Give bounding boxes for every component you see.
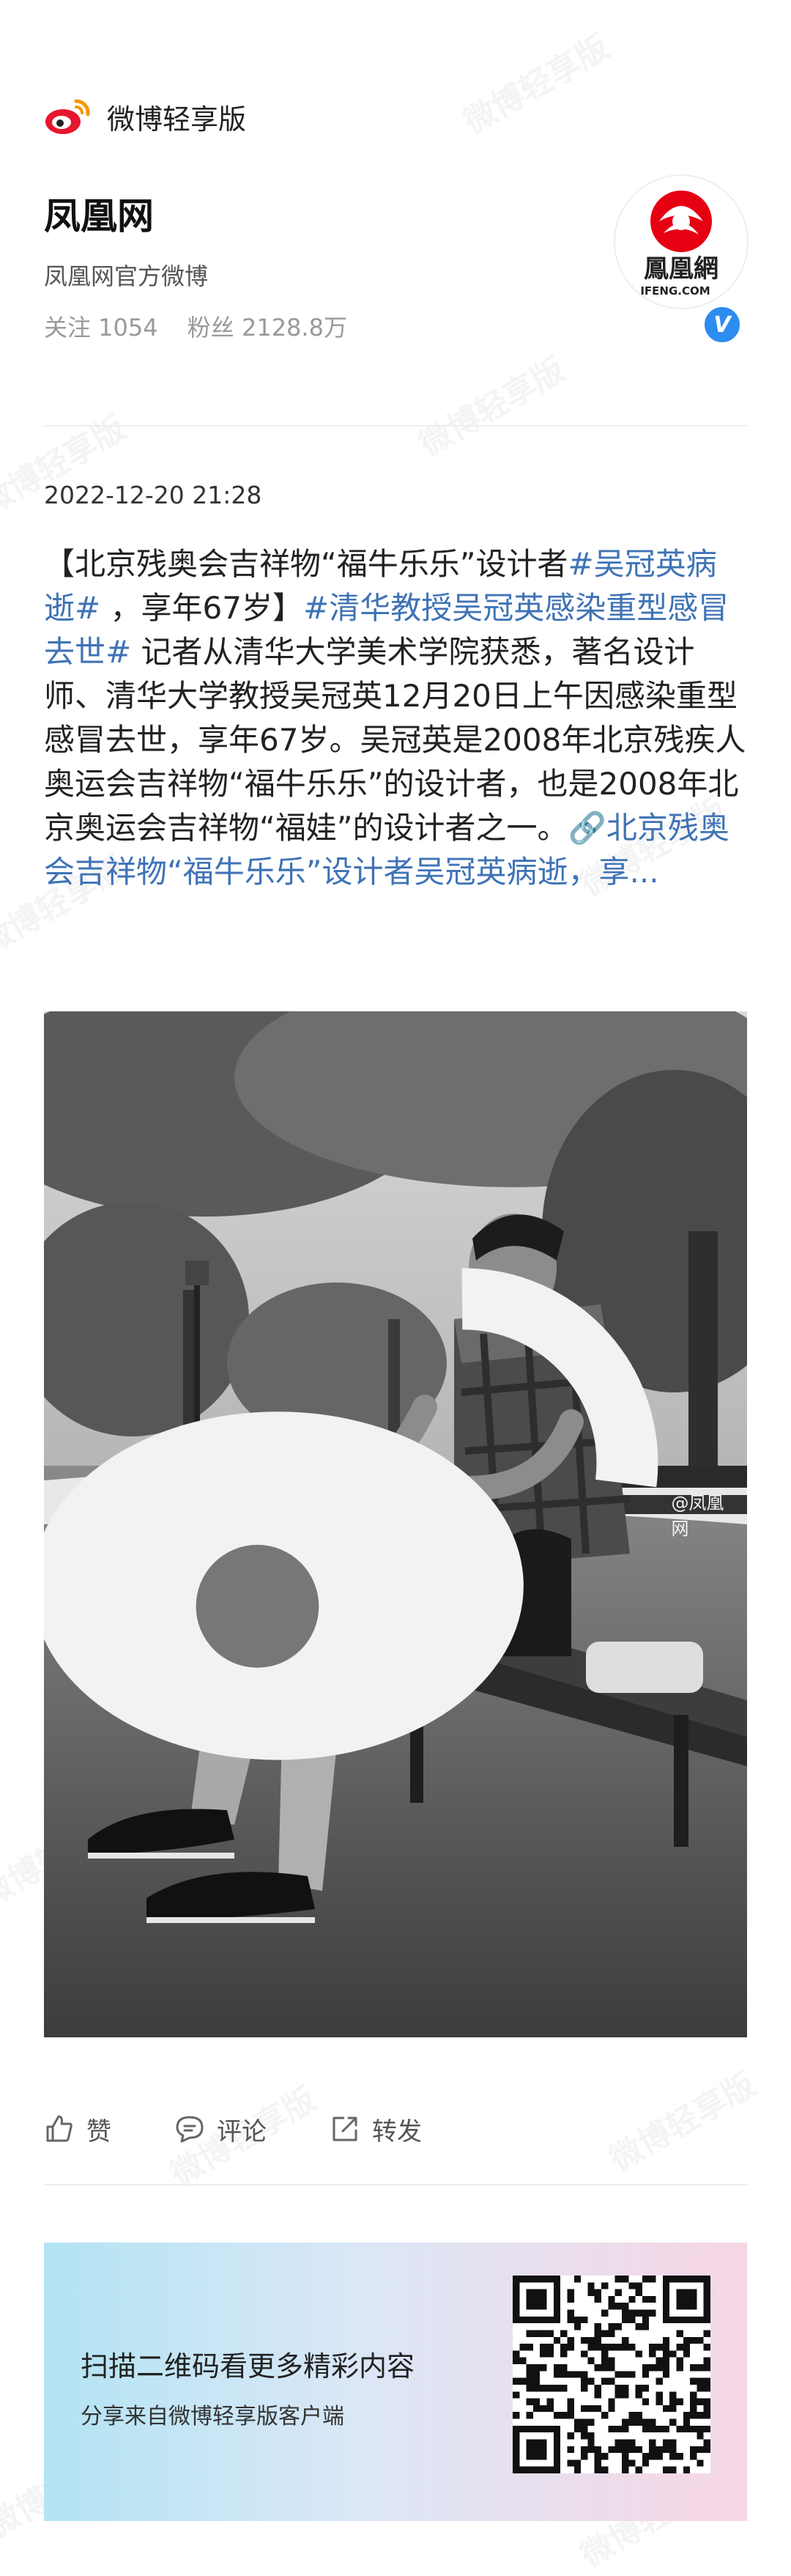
repost-button[interactable]: 转发	[330, 2111, 422, 2147]
account-description: 凤凰网官方微博	[44, 262, 209, 290]
header-divider	[44, 425, 747, 427]
qr-code-icon	[513, 2276, 710, 2473]
action-bar: 赞 评论 转发	[44, 2107, 485, 2151]
post-segment: 记者从清华大学美术学院获悉，著名设计师、清华大学教授吴冠英12月20日上午因感染…	[44, 634, 746, 846]
weibo-watermark-icon	[44, 1268, 658, 1760]
post-photo[interactable]: @凤凰网	[44, 1011, 747, 2037]
post-segment: ，享年67岁】	[100, 590, 303, 626]
like-label: 赞	[86, 2116, 111, 2147]
article-link[interactable]: 🔗北京残奥会吉祥物“福牛乐乐”设计者吴冠英病逝，享...	[44, 810, 729, 890]
repost-label: 转发	[372, 2116, 422, 2147]
post-segment: 【北京残奥会吉祥物“福牛乐乐”设计者	[44, 546, 568, 582]
photo-credit: @凤凰网	[44, 1011, 737, 2027]
post-timestamp: 2022-12-20 21:28	[44, 481, 262, 509]
banner-title: 扫描二维码看更多精彩内容	[81, 2350, 415, 2383]
photo-credit-text: @凤凰网	[671, 1493, 724, 1539]
watermark: 微博轻享版	[453, 21, 617, 142]
hashtag-link[interactable]: #吴冠英病逝#	[44, 546, 717, 626]
thumbs-up-icon	[46, 2115, 73, 2142]
comment-label: 评论	[217, 2116, 267, 2147]
comment-icon	[176, 2116, 204, 2143]
avatar-text: 鳳凰網	[644, 254, 718, 284]
account-stats: 关注 1054 粉丝 2128.8万	[44, 309, 369, 343]
avatar[interactable]: 鳳凰網 IFENG.COM	[615, 176, 747, 308]
ifeng-logo-icon: 鳳凰網 IFENG.COM	[640, 191, 718, 298]
following-count[interactable]: 关注 1054	[44, 314, 158, 342]
avatar-domain: IFENG.COM	[640, 284, 710, 298]
verified-badge: V	[702, 304, 743, 345]
post-text: 【北京残奥会吉祥物“福牛乐乐”设计者#吴冠英病逝# ，享年67岁】#清华教授吴冠…	[44, 542, 747, 894]
followers-count[interactable]: 粉丝 2128.8万	[187, 314, 347, 342]
app-brand: 微博轻享版	[107, 103, 247, 136]
weibo-logo-icon	[45, 99, 90, 134]
qr-code[interactable]	[513, 2276, 710, 2473]
watermark: 微博轻享版	[600, 2059, 763, 2180]
actions-divider	[44, 2184, 747, 2185]
watermark: 微博轻享版	[409, 344, 573, 465]
account-name[interactable]: 凤凰网	[44, 195, 154, 237]
hashtag-link[interactable]: #清华教授吴冠英感染重型感冒去世#	[44, 590, 729, 670]
banner-subtitle: 分享来自微博轻享版客户端	[81, 2404, 344, 2429]
share-icon	[333, 2116, 357, 2141]
app-header: 微博轻享版	[44, 91, 246, 142]
comment-button[interactable]: 评论	[174, 2111, 267, 2147]
qr-banner: 扫描二维码看更多精彩内容 分享来自微博轻享版客户端	[44, 2243, 747, 2521]
like-button[interactable]: 赞	[44, 2111, 111, 2147]
